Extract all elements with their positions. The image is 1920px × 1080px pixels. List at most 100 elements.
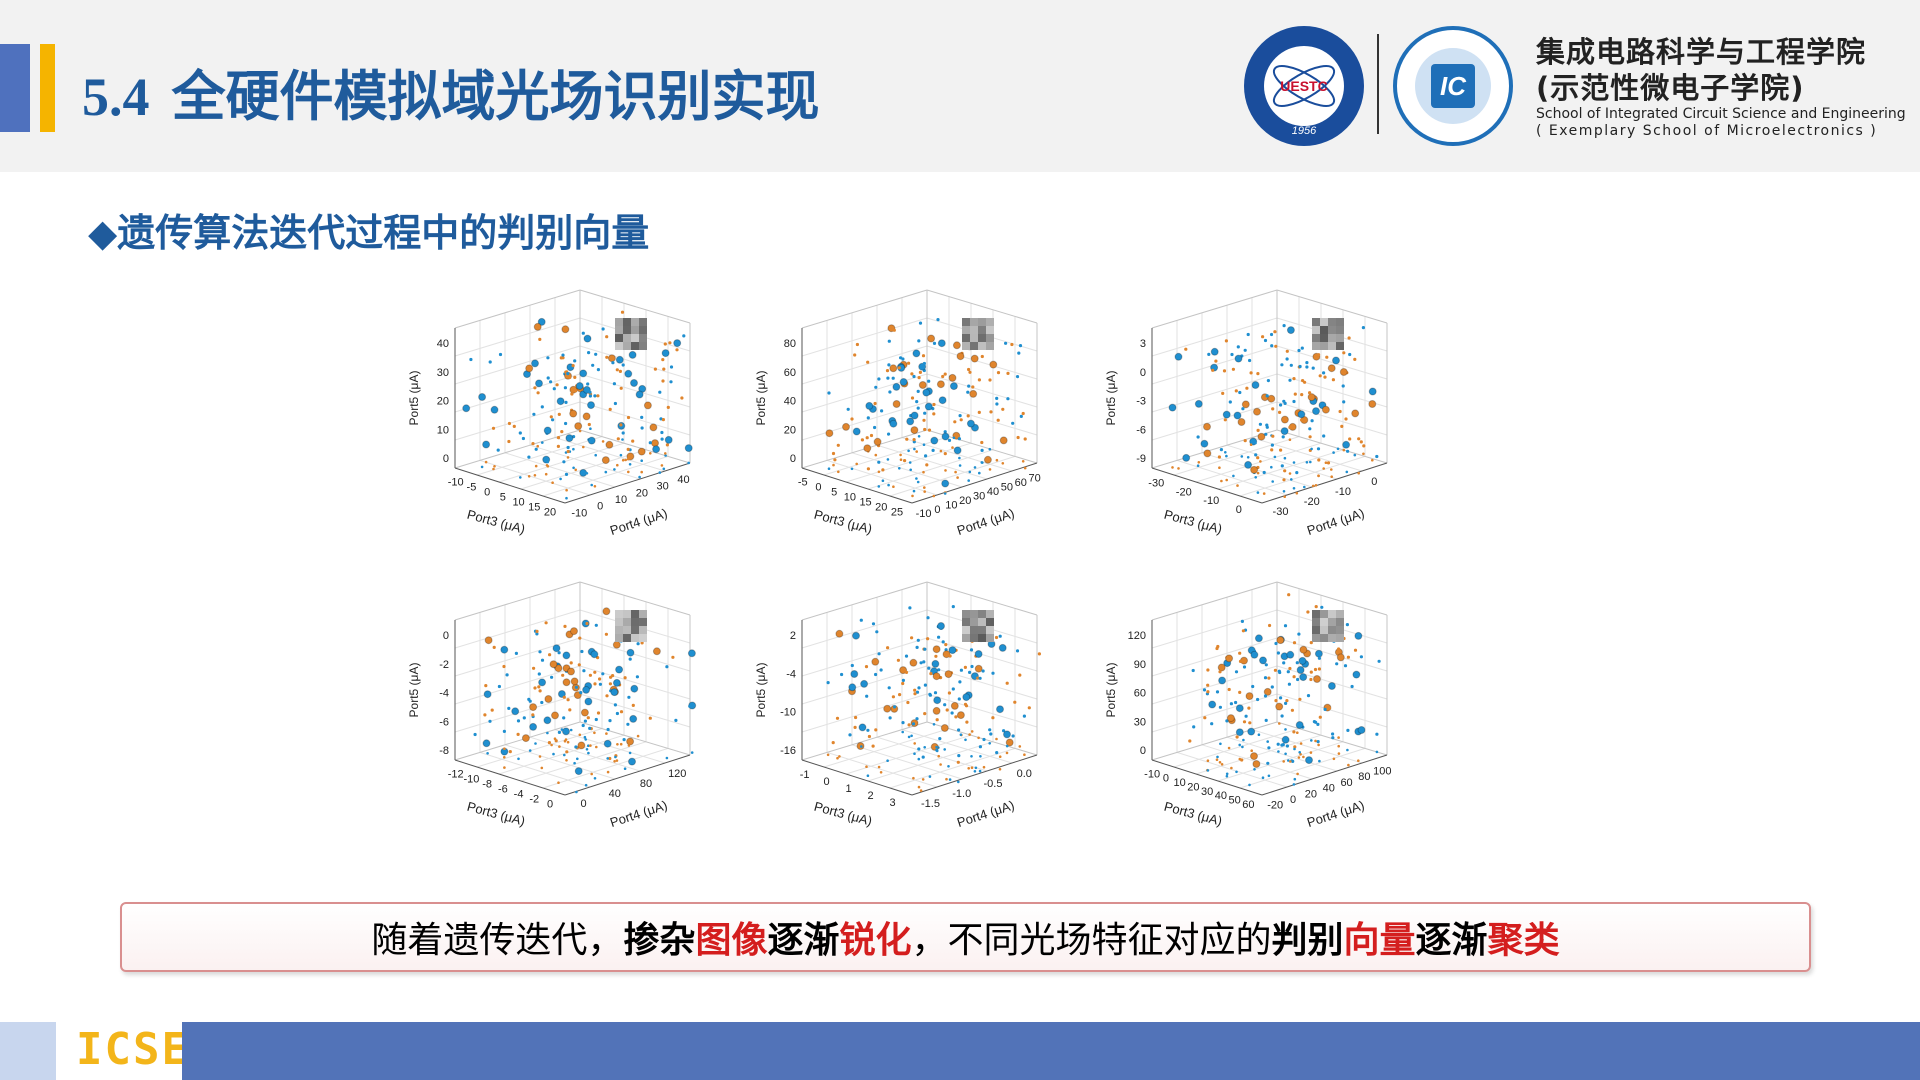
scatter-point: [923, 712, 927, 716]
y-axis-label: Port4 (μA): [1305, 797, 1366, 830]
thumbnail-pixel: [1320, 334, 1328, 342]
scatter-point: [994, 635, 999, 640]
scatter-point: [962, 693, 971, 702]
floor-point: [977, 736, 980, 740]
scatter-point: [1308, 435, 1312, 439]
scatter-point: [854, 715, 858, 720]
floor-point: [582, 445, 585, 449]
floor-point: [1347, 763, 1350, 767]
scatter-point: [1266, 761, 1270, 765]
y-tick-label: 30: [973, 490, 985, 502]
scatter-point: [989, 360, 998, 369]
scatter-point: [1256, 372, 1260, 376]
y-axis-label: Port4 (μA): [1305, 505, 1366, 538]
scatter-point: [1215, 690, 1220, 694]
floor-point: [574, 468, 577, 472]
grid-line: [1195, 734, 1322, 775]
scatter-point: [1218, 676, 1227, 685]
scatter-point: [933, 691, 938, 695]
x-tick-label: 10: [1174, 777, 1186, 789]
scatter-point: [684, 444, 693, 453]
scatter-point: [1258, 422, 1262, 426]
floor-point: [922, 470, 925, 474]
thumbnail-pixel: [1328, 634, 1336, 642]
floor-point: [958, 456, 961, 460]
floor-point: [1266, 740, 1269, 743]
scatter-point: [915, 645, 919, 649]
thumbnail-pixel: [615, 334, 623, 342]
box-edge: [1276, 289, 1388, 324]
x-tick-label: 25: [891, 507, 903, 519]
scatter-point: [996, 418, 1000, 422]
conclusion-text: 随着遗传迭代，: [371, 920, 624, 961]
thumbnail-pixel: [631, 334, 639, 342]
scatter-point: [1238, 690, 1242, 694]
box-edge: [454, 289, 581, 329]
floor-point: [886, 759, 889, 762]
z-axis-label: Port5 (μA): [754, 663, 768, 718]
floor-point: [1250, 749, 1253, 752]
floor-point: [1225, 774, 1229, 778]
floor-point: [585, 748, 589, 751]
scatter-point: [1207, 352, 1211, 356]
scatter-point: [628, 757, 636, 766]
floor-point: [959, 733, 963, 736]
scatter-point: [891, 695, 895, 699]
scatter-point: [1203, 449, 1212, 458]
thumbnail-pixel: [970, 626, 978, 634]
scatter-point: [1353, 357, 1357, 361]
scatter-point: [660, 430, 664, 435]
school-en: ( Exemplary School of Microelectronics ): [1536, 123, 1878, 139]
scatter-point: [594, 352, 598, 356]
scatter-point: [904, 670, 909, 674]
floor-point: [910, 734, 913, 738]
z-tick-label: 0: [1140, 367, 1146, 379]
scatter-point: [605, 440, 614, 449]
floor-point: [932, 494, 936, 498]
scatter-point: [564, 400, 568, 404]
scatter-point: [626, 722, 630, 726]
scatter-point: [511, 707, 520, 716]
thumbnail-pixel: [631, 610, 639, 618]
scatter-point: [871, 744, 875, 748]
scatter-point: [873, 401, 877, 406]
scatter-point: [549, 415, 553, 419]
grid-line: [889, 455, 1016, 497]
scatter-point: [906, 417, 915, 426]
floor-point: [587, 744, 590, 747]
scatter-point: [1247, 706, 1251, 710]
floor-point: [1318, 759, 1321, 763]
floor-point: [560, 728, 564, 731]
x-tick-label: -5: [798, 477, 808, 489]
scatter-point: [943, 703, 947, 707]
scatter-point: [529, 703, 538, 712]
y-tick-label: -0.5: [984, 778, 1003, 790]
floor-point: [540, 766, 544, 770]
scatter-point: [663, 342, 667, 346]
scatter-point: [897, 366, 901, 370]
scatter-point: [533, 686, 537, 690]
x-tick-label: 3: [890, 797, 896, 809]
x-tick-label: -12: [448, 769, 464, 781]
logo-text: IC: [1440, 71, 1467, 101]
scatter-point: [594, 717, 598, 722]
z-tick-label: -9: [1136, 453, 1146, 465]
scatter-point: [938, 396, 947, 405]
scatter-point: [1339, 368, 1348, 376]
scatter-point: [1254, 453, 1258, 457]
x-tick-label: -20: [1176, 486, 1192, 498]
scatter-point: [1200, 439, 1209, 448]
box-edge: [1151, 289, 1278, 329]
scatter-point: [669, 380, 673, 384]
scatter-point: [562, 678, 571, 687]
floor-point: [576, 757, 579, 761]
scatter-point: [540, 658, 545, 662]
x-tick-label: 20: [1187, 781, 1199, 793]
scatter-point: [921, 755, 925, 759]
scatter-point: [1279, 448, 1283, 452]
scatter-point: [927, 428, 932, 432]
scatter-point: [537, 685, 541, 689]
x-tick-label: -5: [467, 482, 477, 494]
floor-point: [1001, 462, 1005, 465]
grid-line: [1195, 442, 1322, 483]
